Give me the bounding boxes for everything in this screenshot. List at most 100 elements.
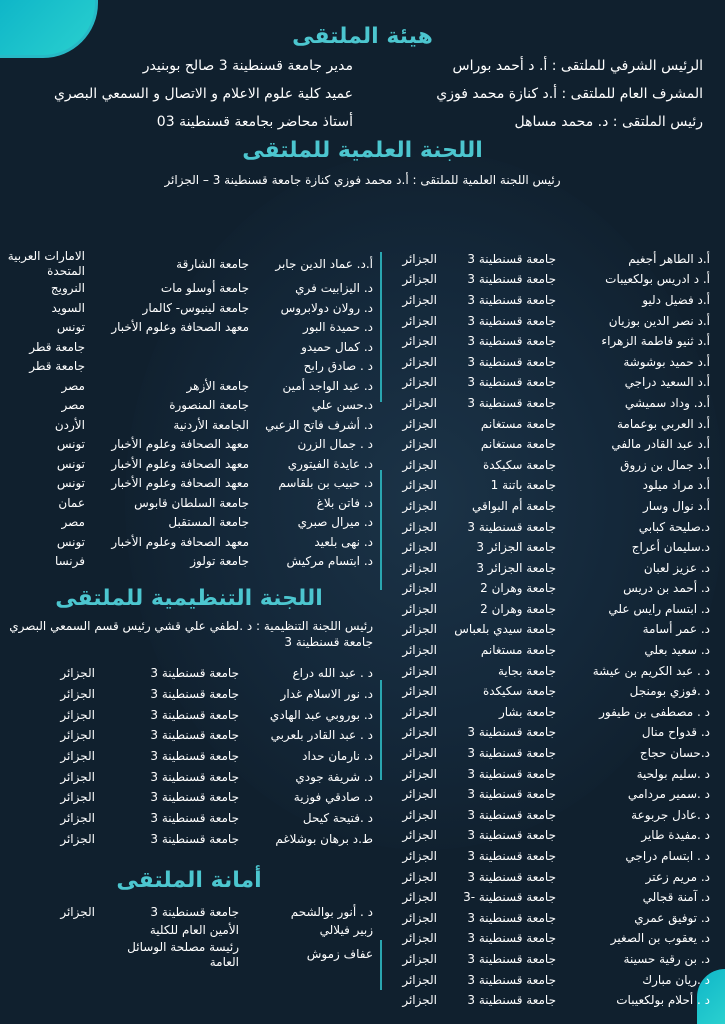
scientific-member-name: أ.د مراد ميلود [642, 478, 710, 493]
scientific-member-name: د .سمير مردامي [627, 787, 710, 802]
scientific-member-name: د. حبيب بن بلقاسم [278, 476, 373, 491]
scientific-member-name: أ.د. وداد سميشي [624, 395, 710, 410]
scientific-member-affiliation: جامعة قسنطينة 3 [467, 272, 556, 287]
scientific-member-row: د. عمر أسامة جامعة سيدي بلعباس الجزائر [382, 620, 710, 641]
scientific-member-name: أ.د نوال وسار [642, 498, 710, 513]
scientific-member-country: الجزائر [402, 272, 437, 287]
scientific-member-affiliation: جامعة باتنة 1 [490, 478, 556, 493]
organizing-member-affiliation: جامعة قسنطينة 3 [150, 666, 239, 681]
scientific-member-country: تونس [56, 476, 85, 491]
scientific-member-row: د. بن رقية حسينة جامعة قسنطينة 3 الجزائر [382, 949, 710, 970]
scientific-member-name: أ.د العربي بوعمامة [616, 416, 710, 431]
scientific-member-name: د. ابتسام مركيش [286, 554, 373, 569]
scientific-member-affiliation: جامعة قسنطينة 3 [467, 807, 556, 822]
scientific-member-row: د. أشرف فاتح الزعبي الجامعة الأردنية الأرد… [5, 416, 373, 436]
scientific-member-row: د. سعيد بعلي جامعة مستغانم الجزائر [382, 640, 710, 661]
scientific-member-row: أ.د نوال وسار جامعة أم البواقي الجزائر [382, 496, 710, 517]
board-role: رئيس الملتقى : د. محمد مساهل [514, 114, 703, 130]
scientific-member-row: د. نهى بلعيد معهد الصحافة وعلوم الأخبار تو… [5, 533, 373, 553]
divider [380, 680, 382, 780]
scientific-member-name: د .فوزي بومنجل [629, 684, 710, 699]
scientific-member-country: الجزائر [402, 354, 437, 369]
organizing-member-name: د. نور الاسلام غدار [280, 687, 373, 702]
scientific-member-country: الجزائر [402, 437, 437, 452]
scientific-member-name: أ.د نصر الدين بوزيان [608, 313, 710, 328]
organizing-member-name: د. شريفة جودي [295, 769, 373, 784]
organizing-member-country: الجزائر [60, 728, 95, 743]
scientific-member-affiliation: جامعة قسنطينة 3 [467, 334, 556, 349]
scientific-member-row: د . صادق رابح جامعة قطر [5, 357, 373, 377]
scientific-member-name: د . جمال الزرن [297, 437, 373, 452]
scientific-member-country: الجزائر [402, 725, 437, 740]
scientific-member-row: د .مفيدة طاير جامعة قسنطينة 3 الجزائر [382, 826, 710, 847]
scientific-member-name: د . صادق رابح [303, 359, 373, 374]
scientific-member-country: الجزائر [402, 787, 437, 802]
scientific-member-affiliation: جامعة قسنطينة 3 [467, 375, 556, 390]
scientific-president: رئيس اللجنة العلمية للملتقى : أ.د محمد ف… [164, 173, 561, 187]
scientific-member-affiliation: جامعة الجزائر 3 [476, 540, 556, 555]
scientific-member-name: أ.د عبد القادر مالفي [611, 437, 710, 452]
scientific-member-country: الجزائر [402, 663, 437, 678]
scientific-member-row: أ.د ثنيو فاطمة الزهراء جامعة قسنطينة 3 الج… [382, 331, 710, 352]
board-role: الرئيس الشرفي للملتقى : أ. د أحمد بوراس [452, 58, 703, 74]
organizing-member-affiliation: جامعة قسنطينة 3 [150, 831, 239, 846]
scientific-member-row: أ.د فضيل دليو جامعة قسنطينة 3 الجزائر [382, 290, 710, 311]
scientific-member-affiliation: جامعة مستغانم [480, 437, 556, 452]
scientific-member-affiliation: جامعة قسنطينة 3 [467, 787, 556, 802]
organizing-member-row: د. نور الاسلام غدار جامعة قسنطينة 3 الجزائ… [5, 684, 373, 705]
scientific-member-affiliation: جامعة قسنطينة 3 [467, 828, 556, 843]
scientific-member-name: د .ريان مبارك [642, 972, 710, 987]
scientific-member-name: أ.د فضيل دليو [642, 292, 710, 307]
organizing-member-country: الجزائر [60, 831, 95, 846]
scientific-member-affiliation: جامعة سكيكدة [482, 684, 556, 699]
scientific-member-row: أ.د الطاهر أجغيم جامعة قسنطينة 3 الجزائر [382, 249, 710, 270]
scientific-member-row: د .سليم بولحية جامعة قسنطينة 3 الجزائر [382, 764, 710, 785]
scientific-member-name: د. أحمد بن دريس [623, 581, 710, 596]
scientific-member-country: الجزائر [402, 251, 437, 266]
scientific-member-country: الجزائر [402, 478, 437, 493]
scientific-member-name: د. كمال حميدو [301, 339, 373, 354]
scientific-member-country: تونس [56, 320, 85, 335]
scientific-member-name: د .عادل جربوعة [631, 807, 710, 822]
scientific-member-row: أ.د جمال بن زروق جامعة سكيكدة الجزائر [382, 455, 710, 476]
organizing-member-affiliation: جامعة قسنطينة 3 [150, 769, 239, 784]
scientific-member-country: الجزائر [402, 395, 437, 410]
scientific-member-row: د.حسن علي جامعة المنصورة مصر [5, 396, 373, 416]
organizing-member-row: ط.د برهان بوشلاغم جامعة قسنطينة 3 الجزائر [5, 829, 373, 850]
scientific-member-name: د. عمر أسامة [642, 622, 710, 637]
scientific-member-country: الجزائر [402, 972, 437, 987]
scientific-member-affiliation: معهد الصحافة وعلوم الأخبار [111, 320, 249, 335]
scientific-member-name: د. عبد الواجد أمين [282, 378, 373, 393]
scientific-member-name: د. عايدة الفيتوري [287, 456, 373, 471]
organizing-member-country: الجزائر [60, 666, 95, 681]
divider [380, 470, 382, 590]
scientific-member-row: د. أحمد بن دريس جامعة وهران 2 الجزائر [382, 579, 710, 600]
scientific-list-left: أ.د. عماد الدين جابر جامعة الشارقة الامارا… [5, 249, 373, 572]
scientific-member-affiliation: جامعة قسنطينة 3 [467, 993, 556, 1008]
scientific-member-country: الامارات العربية المتحدة [7, 249, 85, 278]
scientific-member-name: د .مفيدة طاير [641, 828, 710, 843]
scientific-member-country: الجزائر [402, 601, 437, 616]
scientific-member-affiliation: جامعة قسنطينة 3 [467, 766, 556, 781]
scientific-member-name: أ.د ثنيو فاطمة الزهراء [601, 334, 710, 349]
scientific-member-row: د. توفيق عمري جامعة قسنطينة 3 الجزائر [382, 908, 710, 929]
scientific-member-name: د. أشرف فاتح الزعبي [265, 417, 373, 432]
scientific-member-affiliation: جامعة قسنطينة 3 [467, 951, 556, 966]
organizing-title: اللجنة التنظيمية للملتقى [55, 585, 323, 611]
scientific-member-country: الجزائر [402, 869, 437, 884]
scientific-member-row: د . جمال الزرن معهد الصحافة وعلوم الأخبار… [5, 435, 373, 455]
scientific-member-row: أ.د نصر الدين بوزيان جامعة قسنطينة 3 الجزا… [382, 311, 710, 332]
scientific-member-row: د. عبد الواجد أمين جامعة الأزهر مصر [5, 377, 373, 397]
scientific-member-affiliation: جامعة بشار [498, 704, 556, 719]
board-desc: عميد كلية علوم الاعلام و الاتصال و السمع… [53, 86, 353, 102]
scientific-member-affiliation: معهد الصحافة وعلوم الأخبار [111, 534, 249, 549]
scientific-member-name: د. ابتسام رايس علي [608, 601, 710, 616]
scientific-member-name: د.حسان حجاج [639, 746, 710, 761]
scientific-member-country: عمان [58, 495, 85, 510]
secretariat-member-row: عفاف زموش رئيسة مصلحة الوسائل العامة [5, 940, 373, 970]
board-desc: أستاذ محاضر بجامعة قسنطينة 03 [156, 114, 353, 130]
scientific-member-affiliation: جامعة مستغانم [480, 643, 556, 658]
organizing-member-name: د. بوروبي عبد الهادي [269, 707, 373, 722]
organizing-member-name: د . عبد الله دراع [292, 666, 373, 681]
scientific-member-affiliation: جامعة الجزائر 3 [476, 560, 556, 575]
